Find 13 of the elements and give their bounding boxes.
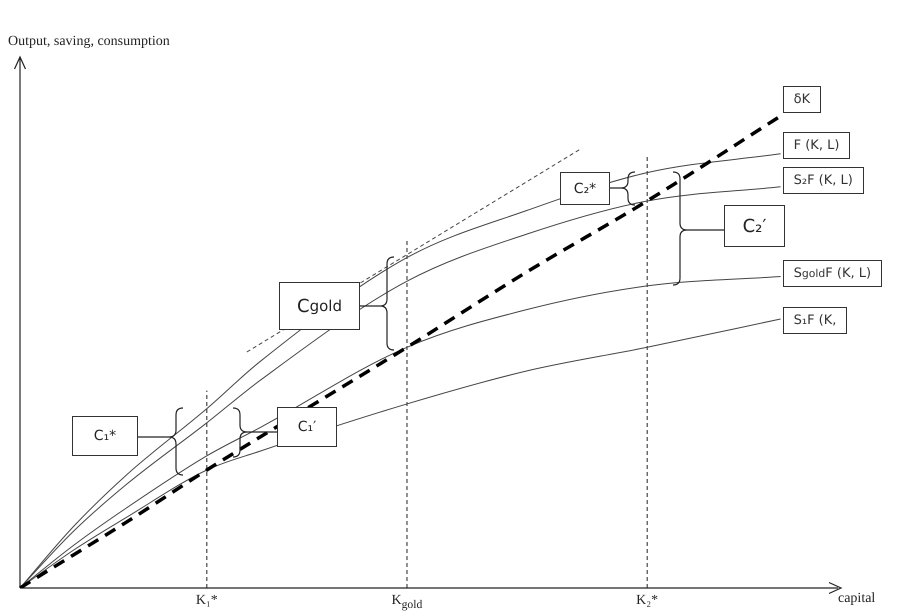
x-tick-label: K$_{gold}$ bbox=[391, 593, 422, 611]
y-axis-title: Output, saving, consumption bbox=[8, 34, 170, 50]
series-label: F (K, L) bbox=[782, 132, 850, 159]
x-tick-label: K₁* bbox=[196, 593, 218, 609]
series-label: S₁F (K, bbox=[782, 306, 848, 334]
annotation: C₂* bbox=[560, 172, 610, 205]
series-label: δK bbox=[782, 86, 822, 113]
x-axis-title: capital bbox=[838, 591, 876, 607]
annotation: C₁′ bbox=[277, 407, 337, 447]
x-tick-label: K₂* bbox=[636, 593, 658, 609]
annotation: C₁* bbox=[72, 416, 138, 456]
annotation: C₂′ bbox=[724, 205, 785, 247]
series-label: S₂F (K, L) bbox=[782, 166, 864, 194]
